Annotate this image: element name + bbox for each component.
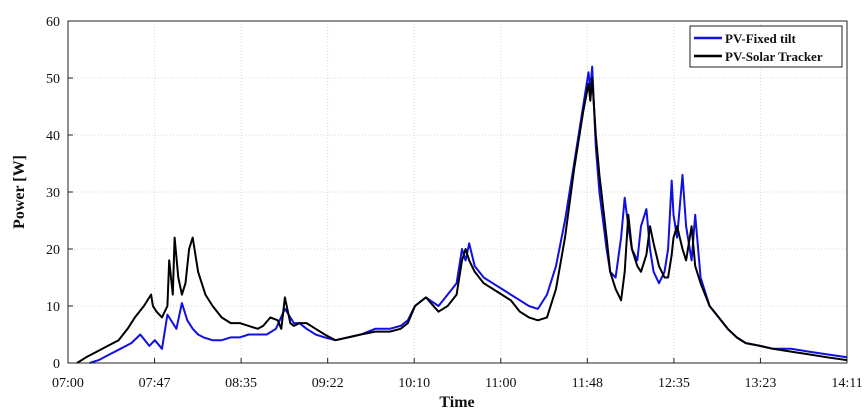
y-tick-labels: 0 10 20 30 40 50 60 <box>46 15 60 372</box>
x-tick-label: 09:22 <box>312 376 344 391</box>
y-tick-label: 10 <box>46 300 60 315</box>
series-layer <box>76 65 848 364</box>
x-tick-label: 07:47 <box>139 376 171 391</box>
x-tick-label: 11:48 <box>572 376 603 391</box>
y-tick-label: 30 <box>46 186 60 201</box>
y-tick-label: 20 <box>46 243 60 258</box>
x-tick-label: 10:10 <box>398 376 430 391</box>
legend-label-fixed-tilt: PV-Fixed tilt <box>725 31 797 46</box>
x-tick-label: 11:00 <box>485 376 516 391</box>
y-tick-label: 50 <box>46 72 60 87</box>
x-axis-title: Time <box>439 394 474 410</box>
x-tick-label: 07:00 <box>52 376 84 391</box>
x-tick-label: 08:35 <box>225 376 257 391</box>
x-tick-label: 14:11 <box>831 376 862 391</box>
legend-box <box>689 25 843 68</box>
tick-marks <box>67 20 848 364</box>
legend-label-solar-tracker: PV-Solar Tracker <box>725 49 823 64</box>
y-axis-title: Power [W] <box>11 155 28 229</box>
x-tick-labels: 07:00 07:47 08:35 09:22 10:10 11:00 11:48 12:35… <box>52 376 863 391</box>
legend: PV-Fixed tilt PV-Solar Tracker <box>689 25 843 68</box>
grid-lines <box>68 21 847 363</box>
y-tick-label: 60 <box>46 15 60 30</box>
x-tick-label: 12:35 <box>658 376 690 391</box>
y-tick-label: 40 <box>46 129 60 144</box>
y-tick-label: 0 <box>53 357 60 372</box>
series-line-solar-tracker <box>76 77 848 364</box>
x-tick-label: 13:23 <box>744 376 776 391</box>
